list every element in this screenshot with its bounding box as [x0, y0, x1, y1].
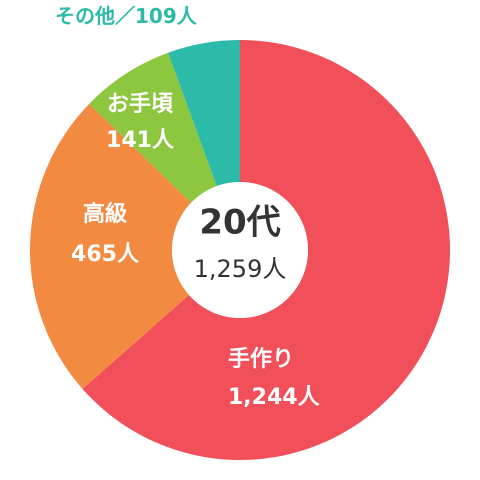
segment-label: その他／109人: [55, 4, 198, 28]
category-label: その他: [55, 4, 115, 28]
center-title: 20代: [199, 203, 280, 243]
value-label: 1,244人: [228, 385, 320, 410]
donut-segment: [82, 40, 450, 460]
donut-segment: [30, 103, 192, 389]
category-label: 高級: [83, 201, 127, 227]
donut-hole: [172, 182, 308, 318]
value-label: 465人: [71, 242, 139, 267]
center-label: 1,259人: [194, 255, 287, 283]
donut-segment: [168, 40, 240, 187]
value-label: ／109人: [115, 4, 198, 28]
category-label: 手作り: [228, 347, 294, 372]
category-label: お手頃: [107, 92, 174, 117]
donut-segment: [89, 52, 217, 203]
value-label: 141人: [106, 128, 174, 153]
